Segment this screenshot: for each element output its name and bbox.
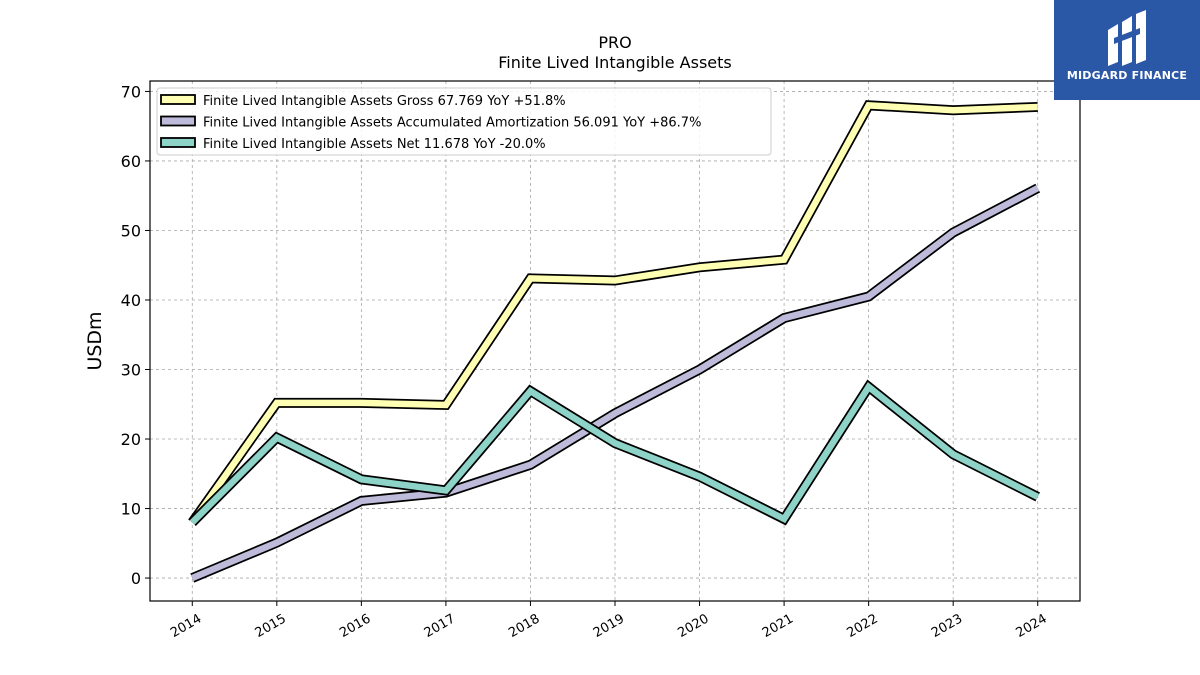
series-layer [188, 100, 1041, 583]
legend-box [156, 87, 772, 156]
y-tick-label: 50 [121, 221, 141, 240]
series-line-2 [190, 183, 1041, 583]
legend-swatch [160, 115, 196, 127]
x-tick-label: 2024 [1014, 611, 1050, 641]
y-tick-label: 0 [131, 569, 141, 588]
y-tick-label: 20 [121, 430, 141, 449]
legend-label: Finite Lived Intangible Assets Gross 67.… [203, 94, 566, 109]
x-tick-label: 2018 [506, 611, 542, 641]
midgard-logo-icon [1108, 10, 1146, 66]
x-tick-label: 2015 [253, 611, 289, 641]
x-tick-label: 2022 [844, 611, 880, 641]
legend-entry: Finite Lived Intangible Assets Gross 67.… [160, 94, 566, 109]
series-line-1 [188, 100, 1038, 526]
chart-subtitle: Finite Lived Intangible Assets [498, 53, 731, 72]
x-tick-label: 2014 [168, 611, 204, 641]
y-tick-label: 10 [121, 500, 141, 519]
x-tick-label: 2023 [929, 611, 965, 641]
legend-entry: Finite Lived Intangible Assets Accumulat… [160, 115, 701, 131]
grid-lines [150, 81, 1080, 601]
y-tick-label: 60 [121, 152, 141, 171]
x-tick-label: 2019 [591, 611, 627, 641]
legend: Finite Lived Intangible Assets Gross 67.… [156, 87, 772, 156]
chart-title: PRO [598, 33, 631, 52]
x-tick-label: 2020 [675, 611, 711, 641]
legend-swatch [160, 137, 196, 148]
legend-swatch [160, 94, 196, 105]
legend-label: Finite Lived Intangible Assets Accumulat… [203, 116, 701, 131]
legend-entry: Finite Lived Intangible Assets Net 11.67… [160, 137, 546, 152]
y-tick-label: 70 [121, 82, 141, 101]
x-axis: 2014 2015 2016 2017 2018 2019 2020 2021 2022 2023… [168, 601, 1050, 641]
y-tick-label: 30 [121, 361, 141, 380]
y-axis: 0 10 20 30 40 50 60 70 [121, 82, 150, 588]
x-tick-label: 2021 [760, 611, 796, 641]
x-tick-label: 2017 [422, 611, 458, 641]
brand-logo: MIDGARD FINANCE [1054, 0, 1200, 100]
y-axis-label: USDm [84, 311, 106, 370]
series-line-3 [188, 379, 1040, 526]
brand-name: MIDGARD FINANCE [1066, 69, 1188, 82]
x-tick-label: 2016 [337, 611, 373, 641]
legend-label: Finite Lived Intangible Assets Net 11.67… [203, 137, 546, 152]
y-tick-label: 40 [121, 291, 141, 310]
